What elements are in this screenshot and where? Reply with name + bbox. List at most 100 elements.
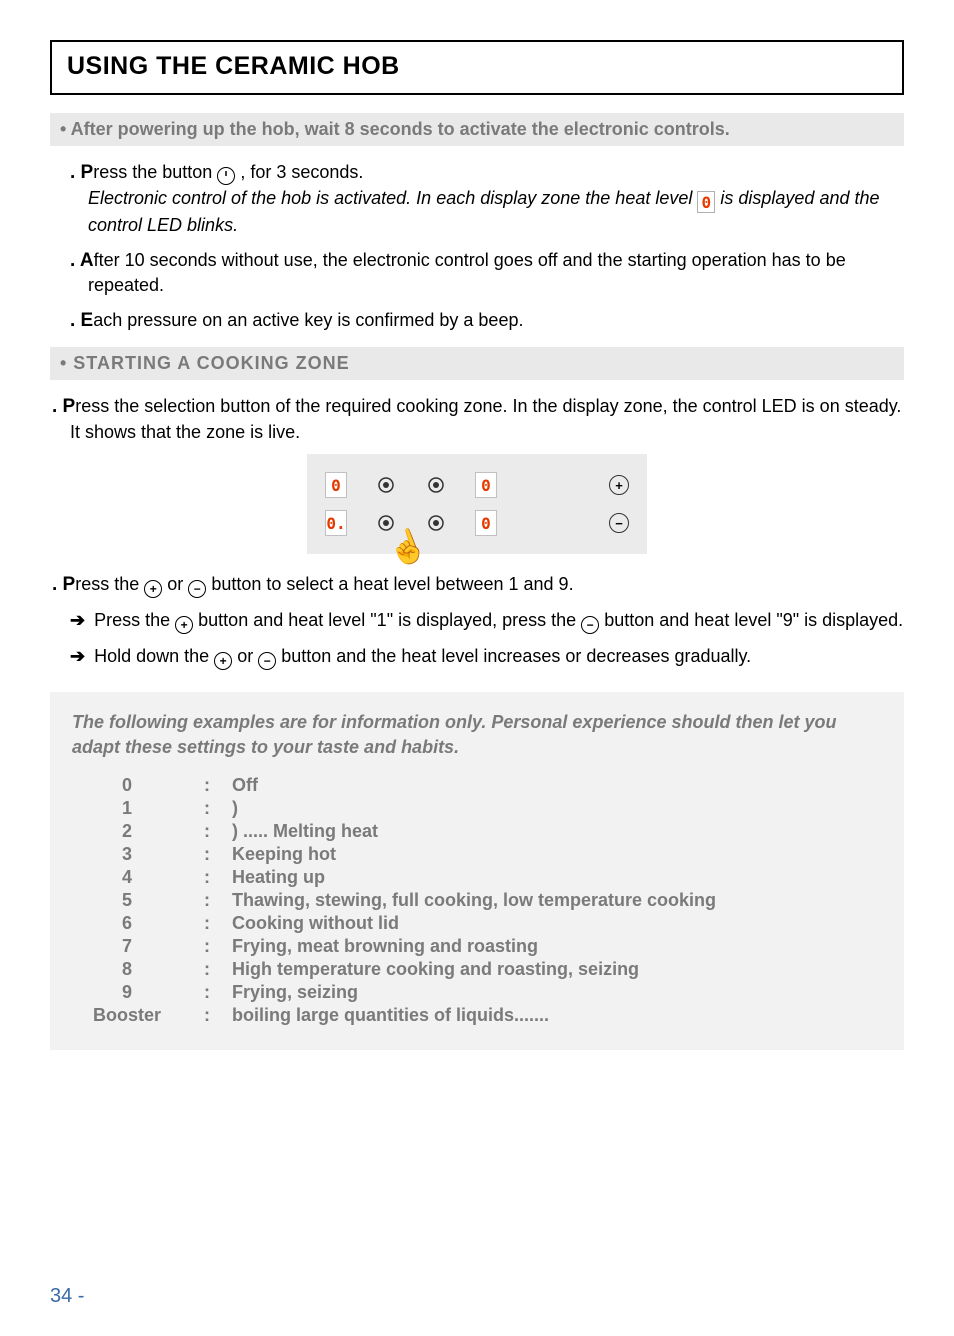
control-panel-diagram: 0 0 + 0. 0 − ☝: [307, 454, 647, 554]
display-3: 0.: [325, 510, 347, 536]
italic-text: Electronic control of the hob is activat…: [88, 188, 697, 208]
minus-icon: −: [581, 616, 599, 634]
zone-icon-1: [375, 474, 397, 496]
heat-desc: ) ..... Melting heat: [232, 821, 882, 842]
heat-row: 4:Heating up: [72, 867, 882, 888]
display-1: 0: [325, 472, 347, 498]
minus-button-icon: −: [609, 513, 629, 533]
text: , for 3 seconds.: [235, 162, 363, 182]
colon: :: [182, 821, 232, 842]
heat-row: 7:Frying, meat browning and roasting: [72, 936, 882, 957]
text: Hold down the: [89, 646, 214, 666]
heat-level: 1: [72, 798, 182, 819]
heat-desc: Frying, seizing: [232, 982, 882, 1003]
heat-level: 2: [72, 821, 182, 842]
text: or: [167, 574, 188, 594]
panel-row-top: 0 0 +: [325, 472, 629, 498]
colon: :: [182, 959, 232, 980]
minus-icon: −: [258, 652, 276, 670]
colon: :: [182, 913, 232, 934]
title-box: USING THE CERAMIC HOB: [50, 40, 904, 95]
section-bar: • STARTING A COOKING ZONE: [50, 347, 904, 380]
para-hold: ➔ Hold down the + or − button and the he…: [50, 644, 904, 670]
power-icon: [217, 167, 235, 185]
heat-row: 3:Keeping hot: [72, 844, 882, 865]
minus-icon: −: [188, 580, 206, 598]
plus-button-icon: +: [609, 475, 629, 495]
lead-a: . A: [70, 250, 94, 271]
intro-bar: • After powering up the hob, wait 8 seco…: [50, 113, 904, 146]
heat-level-table: 0:Off1:)2:) ..... Melting heat3:Keeping …: [72, 775, 882, 1026]
text: button and the heat level increases or d…: [281, 646, 751, 666]
text: button and heat level "1" is displayed, …: [198, 610, 581, 630]
heat-display-icon: 0: [697, 191, 715, 213]
lead-p: . P: [52, 396, 75, 417]
heat-row: 9:Frying, seizing: [72, 982, 882, 1003]
heat-desc: Keeping hot: [232, 844, 882, 865]
display-2: 0: [475, 472, 497, 498]
page-title: USING THE CERAMIC HOB: [67, 52, 887, 81]
plus-icon: +: [214, 652, 232, 670]
para-select-zone: . Press the selection button of the requ…: [50, 394, 904, 444]
colon: :: [182, 982, 232, 1003]
panel-row-bottom: 0. 0 − ☝: [325, 510, 629, 536]
plus-icon: +: [144, 580, 162, 598]
text: fter 10 seconds without use, the electro…: [88, 250, 846, 296]
text: ach pressure on an active key is confirm…: [93, 310, 523, 330]
heat-desc: Cooking without lid: [232, 913, 882, 934]
colon: :: [182, 890, 232, 911]
lead-p: . P: [52, 574, 75, 595]
heat-row: 6:Cooking without lid: [72, 913, 882, 934]
examples-intro: The following examples are for informati…: [72, 710, 882, 759]
zone-icon-4: [425, 512, 447, 534]
heat-level: 4: [72, 867, 182, 888]
colon: :: [182, 867, 232, 888]
colon: :: [182, 798, 232, 819]
arrow-icon: ➔: [70, 610, 85, 630]
zone-icon-2: [425, 474, 447, 496]
para-timeout: . After 10 seconds without use, the elec…: [50, 248, 904, 298]
display-4: 0: [475, 510, 497, 536]
text: button and heat level "9" is displayed.: [604, 610, 903, 630]
heat-level: Booster: [72, 1005, 182, 1026]
text: button to select a heat level between 1 …: [211, 574, 573, 594]
heat-desc: Thawing, stewing, full cooking, low temp…: [232, 890, 882, 911]
text: ress the selection button of the require…: [70, 396, 901, 442]
para-press-power: . Press the button , for 3 seconds. Elec…: [50, 160, 904, 238]
heat-desc: ): [232, 798, 882, 819]
heat-desc: High temperature cooking and roasting, s…: [232, 959, 882, 980]
heat-level: 6: [72, 913, 182, 934]
heat-row: 5:Thawing, stewing, full cooking, low te…: [72, 890, 882, 911]
heat-level: 9: [72, 982, 182, 1003]
plus-icon: +: [175, 616, 193, 634]
text: ress the button: [93, 162, 217, 182]
para-beep: . Each pressure on an active key is conf…: [50, 308, 904, 334]
lead-e: . E: [70, 310, 93, 331]
heat-desc: Off: [232, 775, 882, 796]
page-number: 34 -: [50, 1285, 84, 1308]
heat-level: 7: [72, 936, 182, 957]
lead-p: . P: [70, 162, 93, 183]
heat-row: 1:): [72, 798, 882, 819]
heat-level: 8: [72, 959, 182, 980]
heat-desc: Heating up: [232, 867, 882, 888]
examples-box: The following examples are for informati…: [50, 692, 904, 1050]
colon: :: [182, 1005, 232, 1026]
heat-row: Booster:boiling large quantities of liqu…: [72, 1005, 882, 1026]
text: Press the: [89, 610, 175, 630]
heat-row: 8:High temperature cooking and roasting,…: [72, 959, 882, 980]
text: ress the: [75, 574, 144, 594]
heat-desc: boiling large quantities of liquids.....…: [232, 1005, 882, 1026]
heat-level: 0: [72, 775, 182, 796]
heat-row: 0:Off: [72, 775, 882, 796]
para-select-heat: . Press the + or − button to select a he…: [50, 572, 904, 598]
para-press-plus: ➔ Press the + button and heat level "1" …: [50, 608, 904, 634]
heat-level: 3: [72, 844, 182, 865]
heat-row: 2:) ..... Melting heat: [72, 821, 882, 842]
arrow-icon: ➔: [70, 646, 85, 666]
colon: :: [182, 844, 232, 865]
colon: :: [182, 936, 232, 957]
heat-level: 5: [72, 890, 182, 911]
text: or: [237, 646, 258, 666]
heat-desc: Frying, meat browning and roasting: [232, 936, 882, 957]
